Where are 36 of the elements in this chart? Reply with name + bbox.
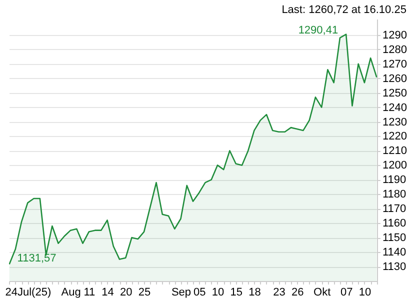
- x-tick-label: 07: [340, 286, 353, 298]
- x-tick-label: Okt: [314, 286, 331, 298]
- y-tick-label: 1200: [382, 160, 407, 172]
- y-tick-label: 1280: [382, 44, 407, 56]
- y-tick-label: 1160: [382, 218, 406, 230]
- y-tick-label: 1260: [382, 72, 407, 85]
- x-tick-label: 20: [120, 286, 132, 298]
- text: Last: 1260,72 at 16.10.25: [282, 4, 406, 16]
- y-tick-label: 1210: [382, 145, 407, 158]
- y-tick-label: 1230: [382, 116, 407, 128]
- y-tick-label: 1250: [382, 87, 407, 100]
- x-tick-label: 11: [84, 286, 96, 298]
- x-tick-label: 24Jul(25): [5, 286, 52, 298]
- x-tick-label: 26: [291, 286, 304, 298]
- annotation: 1290,41: [298, 24, 338, 36]
- y-tick-label: 1290: [382, 29, 407, 42]
- y-tick-label: 1140: [382, 246, 406, 259]
- y-tick-label: 1220: [382, 130, 407, 143]
- x-tick-label: 23: [273, 286, 286, 298]
- y-tick-label: 1130: [382, 261, 406, 274]
- x-tick-label: 18: [248, 286, 261, 298]
- y-tick-label: 1240: [382, 102, 407, 114]
- y-tick-label: 1180: [382, 188, 406, 201]
- x-tick-label: 25: [138, 286, 151, 298]
- y-tick-label: 1190: [382, 174, 406, 186]
- y-tick-label: 1150: [382, 232, 406, 244]
- x-tick-label: 10: [358, 286, 372, 298]
- x-tick-label: 14: [102, 286, 114, 298]
- x-tick-label: 05: [194, 286, 206, 298]
- y-tick-label: 1170: [382, 203, 406, 216]
- y-tick-label: 1270: [382, 58, 407, 70]
- x-tick-label: 10: [212, 286, 224, 298]
- annotation: 1131,57: [17, 252, 56, 264]
- x-tick-label: 15: [230, 286, 242, 298]
- x-tick-label: Sep: [171, 286, 192, 298]
- x-tick-label: Aug: [61, 286, 81, 298]
